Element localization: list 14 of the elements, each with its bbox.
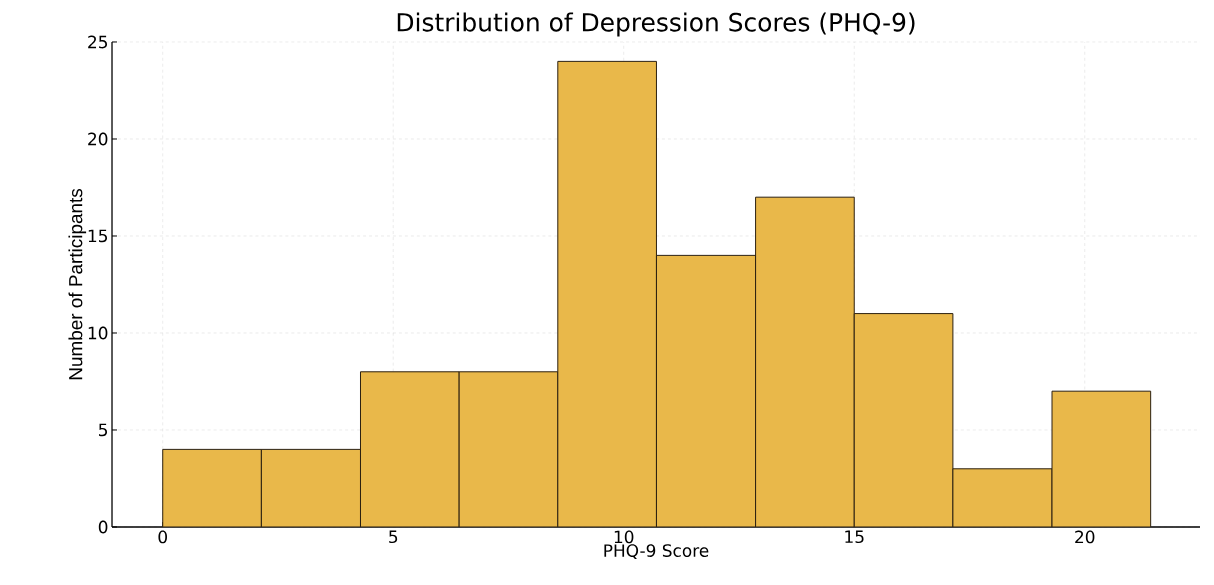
x-tick-label: 15: [845, 530, 864, 544]
y-tick-label: 25: [88, 35, 108, 49]
x-tick-label: 10: [614, 530, 634, 544]
x-tick-label: 0: [158, 530, 167, 544]
y-axis-title: Number of Participants: [68, 188, 87, 380]
y-tick-label: 10: [88, 326, 108, 340]
x-tick-label: 5: [389, 530, 398, 544]
y-tick-label: 5: [99, 423, 108, 437]
y-tick-label: 20: [88, 132, 108, 146]
y-tick-label: 15: [88, 229, 108, 243]
chart-title: Distribution of Depression Scores (PHQ-9): [397, 12, 915, 37]
y-tick-label: 0: [98, 520, 108, 534]
x-tick-label: 20: [1075, 530, 1095, 544]
x-axis-title: PHQ-9 Score: [604, 544, 709, 559]
